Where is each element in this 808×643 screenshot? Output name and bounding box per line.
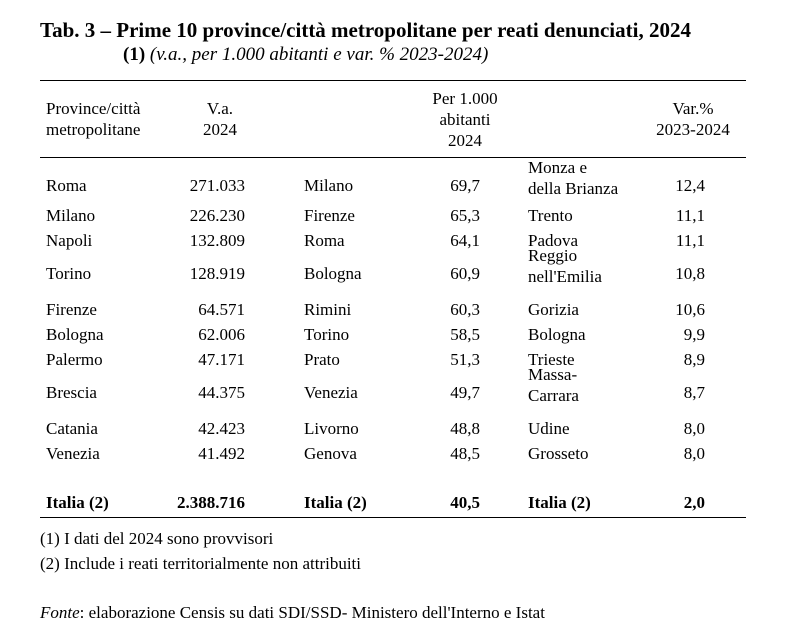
- row-province-var: Bologna: [528, 324, 586, 345]
- row-va: 44.375: [198, 383, 245, 402]
- row-per1000: 60,3: [450, 300, 480, 319]
- row-province-var-line: Trieste: [528, 350, 575, 369]
- row-province-var-line: Monza e: [528, 158, 588, 177]
- row-province: Firenze: [46, 300, 97, 319]
- row-var: 8,9: [683, 350, 705, 369]
- row-province-var-line: Grosseto: [528, 444, 589, 463]
- row-province-var-line: Reggio: [528, 246, 578, 265]
- row-province-per1000: Venezia: [304, 383, 358, 402]
- row-province: Milano: [46, 206, 96, 225]
- row-province: Brescia: [46, 383, 97, 402]
- row-province: Bologna: [46, 325, 104, 344]
- row-va: 132.809: [189, 231, 245, 250]
- source-label: Fonte: [40, 603, 80, 622]
- row-var: 10,8: [675, 264, 705, 283]
- row-va: 47.171: [198, 350, 245, 369]
- subtitle-text: (v.a., per 1.000 abitanti e var. % 2023-…: [149, 44, 489, 65]
- row-province-var-line: della Brianza: [528, 179, 619, 198]
- header-province: Province/città metropolitane: [46, 99, 141, 139]
- row-province-per1000: Bologna: [304, 264, 362, 283]
- row-province: Torino: [46, 264, 92, 283]
- row-province-var: Reggio nell'Emilia: [528, 245, 602, 287]
- row-province-per1000: Firenze: [304, 206, 355, 225]
- bottom-rule: [40, 517, 746, 518]
- row-province: Napoli: [46, 231, 93, 250]
- row-per1000: 64,1: [450, 231, 480, 250]
- row-var: 12,4: [675, 176, 705, 195]
- row-province-var: Gorizia: [528, 299, 579, 320]
- subtitle-note-ref: (1): [123, 44, 146, 65]
- row-va: 64.571: [198, 300, 245, 319]
- row-province-per1000: Milano: [304, 176, 354, 195]
- row-province-var-line: Massa-: [528, 365, 578, 384]
- total-per1000: 40,5: [450, 493, 480, 512]
- row-province-var-line: Trento: [528, 206, 573, 225]
- row-province-per1000: Prato: [304, 350, 340, 369]
- row-var: 11,1: [675, 206, 705, 225]
- row-var: 8,0: [683, 444, 705, 463]
- row-per1000: 69,7: [450, 176, 480, 195]
- row-province-var-line: Padova: [528, 231, 579, 250]
- row-province-var: Trento: [528, 205, 573, 226]
- row-va: 226.230: [189, 206, 245, 225]
- note-2: (2) Include i reati territorialmente non…: [40, 554, 361, 573]
- header-per1000: Per 1.000 abitanti 2024: [432, 89, 498, 150]
- row-province-per1000: Genova: [304, 444, 357, 463]
- row-province: Palermo: [46, 350, 103, 369]
- row-province-var: Massa- Carrara: [528, 364, 579, 406]
- total-var: 2,0: [683, 493, 705, 512]
- note-1: (1) I dati del 2024 sono provvisori: [40, 529, 274, 548]
- total-label-2: Italia (2): [304, 493, 367, 512]
- row-var: 10,6: [675, 300, 705, 319]
- row-per1000: 60,9: [450, 264, 480, 283]
- row-per1000: 58,5: [450, 325, 480, 344]
- row-province: Venezia: [46, 444, 100, 463]
- row-var: 9,9: [683, 325, 705, 344]
- row-province-var: Grosseto: [528, 443, 588, 464]
- row-per1000: 48,8: [450, 419, 480, 438]
- row-province-var-line: Bologna: [528, 325, 586, 344]
- row-va: 271.033: [189, 176, 245, 195]
- row-va: 128.919: [189, 264, 245, 283]
- total-label-1: Italia (2): [46, 493, 109, 512]
- row-var: 11,1: [675, 231, 705, 250]
- row-province-var-line: Carrara: [528, 386, 579, 405]
- row-per1000: 48,5: [450, 444, 480, 463]
- table-subtitle: (1) (v.a., per 1.000 abitanti e var. % 2…: [123, 44, 488, 66]
- row-province: Catania: [46, 419, 98, 438]
- row-province-var: Trieste: [528, 349, 575, 370]
- row-per1000: 65,3: [450, 206, 480, 225]
- row-province-per1000: Torino: [304, 325, 350, 344]
- header-rule: [40, 157, 746, 158]
- total-va: 2.388.716: [177, 493, 245, 512]
- header-va: V.a. 2024: [203, 99, 237, 139]
- row-province-var-line: nell'Emilia: [528, 267, 602, 286]
- row-va: 42.423: [198, 419, 245, 438]
- row-province-per1000: Livorno: [304, 419, 359, 438]
- row-province-var: Monza e della Brianza: [528, 157, 618, 199]
- source-text: : elaborazione Censis su dati SDI/SSD- M…: [79, 603, 545, 622]
- header-var: Var.% 2023-2024: [656, 99, 730, 139]
- total-label-3: Italia (2): [528, 493, 591, 512]
- row-per1000: 51,3: [450, 350, 480, 369]
- row-var: 8,7: [683, 383, 705, 402]
- row-province-var: Padova: [528, 230, 578, 251]
- row-va: 62.006: [198, 325, 245, 344]
- row-province-per1000: Rimini: [304, 300, 352, 319]
- row-province-var-line: Gorizia: [528, 300, 579, 319]
- row-province-per1000: Roma: [304, 231, 345, 250]
- row-province-var-line: Udine: [528, 419, 570, 438]
- top-rule: [40, 80, 746, 81]
- row-va: 41.492: [198, 444, 245, 463]
- table-title: Tab. 3 – Prime 10 province/città metropo…: [40, 18, 691, 42]
- row-province: Roma: [46, 176, 87, 195]
- row-var: 8,0: [683, 419, 705, 438]
- row-per1000: 49,7: [450, 383, 480, 402]
- source-note: Fonte: elaborazione Censis su dati SDI/S…: [40, 603, 545, 623]
- row-province-var: Udine: [528, 418, 570, 439]
